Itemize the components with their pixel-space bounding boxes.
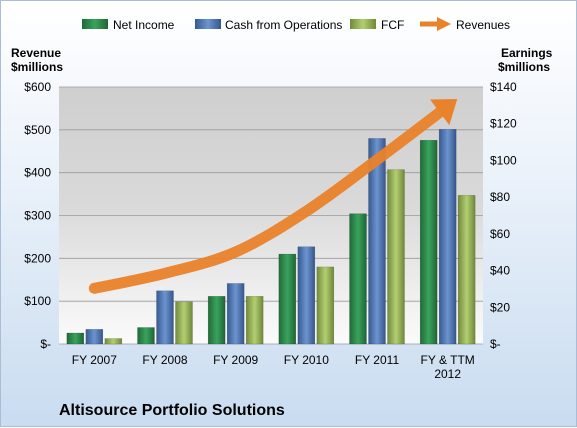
bar-net-income bbox=[138, 327, 155, 344]
bar-net-income bbox=[350, 214, 367, 344]
left-tick-label: $100 bbox=[24, 294, 51, 308]
right-axis-ticks: $- $20 $40 $60 $80 $100 $120 $140 bbox=[490, 80, 517, 351]
legend-label-net-income: Net Income bbox=[113, 18, 175, 32]
bar-cash-from-operations bbox=[86, 329, 103, 344]
right-tick-label: $80 bbox=[490, 190, 510, 204]
left-tick-label: $- bbox=[40, 337, 51, 351]
x-tick-label: FY 2010 bbox=[284, 353, 329, 367]
right-axis-label-line1: Earnings bbox=[501, 46, 553, 60]
bar-cash-from-operations bbox=[227, 283, 244, 344]
bar-net-income bbox=[208, 296, 225, 344]
left-axis-ticks: $- $100 $200 $300 $400 $500 $600 bbox=[24, 80, 51, 351]
bar-cash-from-operations bbox=[157, 291, 174, 344]
legend-swatch-revenues bbox=[420, 17, 451, 31]
left-tick-label: $600 bbox=[24, 80, 51, 94]
x-tick-label: 2012 bbox=[434, 367, 461, 381]
x-tick-label: FY & TTM bbox=[421, 353, 475, 367]
legend-label-fcf: FCF bbox=[381, 18, 404, 32]
left-axis-label-line1: Revenue bbox=[11, 46, 61, 60]
bar-net-income bbox=[420, 140, 437, 344]
left-tick-label: $300 bbox=[24, 209, 51, 223]
x-tick-label: FY 2011 bbox=[355, 353, 400, 367]
legend: Net Income Cash from Operations FCF Reve… bbox=[82, 17, 510, 32]
bar-fcf bbox=[388, 170, 405, 344]
right-tick-label: $20 bbox=[490, 300, 510, 314]
left-tick-label: $500 bbox=[24, 123, 51, 137]
right-axis-label-line2: $millions bbox=[498, 60, 550, 74]
bar-fcf bbox=[246, 296, 263, 344]
left-tick-label: $400 bbox=[24, 166, 51, 180]
bar-cash-from-operations bbox=[298, 247, 315, 344]
legend-swatch-net-income bbox=[82, 19, 108, 29]
bar-net-income bbox=[279, 254, 296, 344]
right-tick-label: $100 bbox=[490, 153, 517, 167]
bar-net-income bbox=[67, 333, 84, 344]
chart-title: Altisource Portfolio Solutions bbox=[59, 402, 285, 419]
bar-fcf bbox=[458, 195, 475, 344]
bar-fcf bbox=[317, 267, 334, 344]
legend-swatch-fcf bbox=[350, 19, 376, 29]
left-axis-label-line2: $millions bbox=[11, 60, 63, 74]
bar-fcf bbox=[176, 302, 193, 344]
right-tick-label: $120 bbox=[490, 117, 517, 131]
x-tick-label: FY 2007 bbox=[72, 353, 117, 367]
x-tick-label: FY 2008 bbox=[142, 353, 187, 367]
bar-cash-from-operations bbox=[439, 129, 456, 344]
bar-fcf bbox=[105, 338, 122, 344]
right-tick-label: $140 bbox=[490, 80, 517, 94]
right-tick-label: $40 bbox=[490, 264, 510, 278]
left-tick-label: $200 bbox=[24, 251, 51, 265]
legend-label-revenues: Revenues bbox=[456, 18, 510, 32]
x-tick-label: FY 2009 bbox=[213, 353, 258, 367]
legend-label-cash-from-operations: Cash from Operations bbox=[225, 18, 342, 32]
x-axis-ticks: FY 2007 FY 2008 FY 2009 FY 2010 FY 2011 FY & … bbox=[72, 353, 475, 381]
right-tick-label: $- bbox=[490, 337, 501, 351]
right-tick-label: $60 bbox=[490, 227, 510, 241]
legend-swatch-cash-from-operations bbox=[195, 19, 221, 29]
